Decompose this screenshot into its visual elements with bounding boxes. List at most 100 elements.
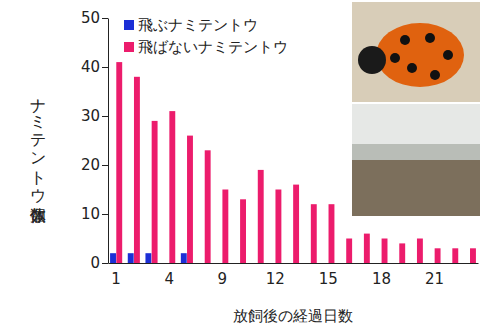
bar bbox=[446, 263, 452, 264]
axis-line bbox=[109, 263, 479, 264]
tick-label: 10 bbox=[81, 205, 100, 223]
x-axis: 1 4 9 12 15 18 21 bbox=[109, 264, 479, 288]
tick-label: 20 bbox=[81, 156, 100, 174]
bar bbox=[134, 77, 140, 263]
bar bbox=[205, 150, 211, 263]
bar bbox=[305, 263, 311, 264]
bar bbox=[275, 190, 281, 264]
bar bbox=[452, 248, 458, 263]
tick-mark bbox=[102, 214, 108, 215]
bar bbox=[399, 243, 405, 263]
y-axis: 0 10 20 30 40 50 bbox=[81, 9, 109, 272]
tick-mark bbox=[102, 263, 108, 264]
bar bbox=[382, 239, 388, 264]
tick: 0 bbox=[90, 254, 108, 272]
axis-line bbox=[108, 19, 109, 264]
tick-label: 9 bbox=[217, 270, 227, 288]
bar bbox=[358, 263, 364, 264]
tick-mark bbox=[102, 18, 108, 19]
bar bbox=[293, 185, 299, 263]
tick: 12 bbox=[266, 270, 285, 288]
photos bbox=[352, 2, 480, 216]
bar bbox=[152, 121, 158, 263]
tick: 9 bbox=[217, 270, 227, 288]
bar bbox=[340, 263, 346, 264]
plot: 0 10 20 30 40 50 1 4 9 12 15 18 21 bbox=[81, 9, 479, 287]
legend: 飛ぶナミテントウ飛ばないナミテントウ bbox=[124, 16, 288, 56]
bar bbox=[240, 199, 246, 263]
bar bbox=[222, 190, 228, 264]
tick: 50 bbox=[81, 9, 108, 27]
x-axis-title: 放飼後の経過日数 bbox=[233, 307, 353, 325]
ladybug bbox=[376, 23, 464, 87]
legend-swatch bbox=[124, 42, 134, 52]
greenhouse-roof bbox=[352, 104, 480, 144]
chart: 0 10 20 30 40 50 1 4 9 12 15 18 21 放飼後の経過日数 ナミテントウ個体数 飛… bbox=[0, 0, 483, 331]
tick-label: 1 bbox=[111, 270, 121, 288]
ladybug-spot bbox=[430, 70, 440, 80]
tick-mark bbox=[102, 67, 108, 68]
bar bbox=[181, 253, 187, 263]
bar bbox=[252, 263, 258, 264]
bar bbox=[145, 253, 151, 263]
bar bbox=[258, 170, 264, 263]
y-axis-title: ナミテントウ個体数 bbox=[29, 87, 48, 224]
ladybug-spot bbox=[425, 33, 435, 43]
bar bbox=[470, 248, 476, 263]
bar bbox=[411, 263, 417, 264]
bar bbox=[417, 239, 423, 264]
tick-label: 4 bbox=[164, 270, 174, 288]
bar bbox=[269, 263, 275, 264]
bar bbox=[311, 204, 317, 263]
tick: 4 bbox=[164, 270, 174, 288]
tick-label: 40 bbox=[81, 58, 100, 76]
ladybug-spot bbox=[400, 35, 410, 45]
tick: 18 bbox=[372, 270, 391, 288]
ladybug-spot bbox=[390, 53, 400, 63]
tick: 15 bbox=[319, 270, 338, 288]
bar bbox=[110, 253, 116, 263]
tick: 30 bbox=[81, 107, 108, 125]
bar bbox=[375, 263, 381, 264]
bar bbox=[187, 136, 193, 263]
tick: 40 bbox=[81, 58, 108, 76]
bar bbox=[216, 263, 222, 264]
bar bbox=[393, 263, 399, 264]
tick-label: 15 bbox=[319, 270, 338, 288]
ladybug-head bbox=[358, 46, 386, 74]
bar bbox=[128, 253, 134, 263]
legend-label: 飛ぶナミテントウ bbox=[138, 16, 258, 34]
photo-frame bbox=[352, 104, 480, 216]
bar bbox=[329, 204, 335, 263]
tick-label: 30 bbox=[81, 107, 100, 125]
tick-label: 50 bbox=[81, 9, 100, 27]
legend-swatch bbox=[124, 20, 134, 30]
greenhouse-soil bbox=[352, 160, 480, 216]
tick: 1 bbox=[111, 270, 121, 288]
legend-label: 飛ばないナミテントウ bbox=[138, 38, 288, 56]
bar bbox=[287, 263, 293, 264]
bar bbox=[169, 111, 175, 263]
bars bbox=[110, 62, 476, 263]
ladybug-spot bbox=[443, 50, 453, 60]
bar bbox=[116, 62, 122, 263]
tick-label: 0 bbox=[90, 254, 100, 272]
bar bbox=[199, 263, 205, 264]
photo-frame bbox=[352, 2, 480, 102]
bar bbox=[234, 263, 240, 264]
tick-label: 18 bbox=[372, 270, 391, 288]
tick-label: 12 bbox=[266, 270, 285, 288]
tick-label: 21 bbox=[425, 270, 444, 288]
tick-mark bbox=[102, 116, 108, 117]
ladybug-spot bbox=[407, 63, 417, 73]
bar bbox=[428, 263, 434, 264]
bar bbox=[364, 234, 370, 263]
bar bbox=[464, 263, 470, 264]
bar bbox=[346, 239, 352, 264]
tick-mark bbox=[102, 165, 108, 166]
bar bbox=[435, 248, 441, 263]
tick: 20 bbox=[81, 156, 108, 174]
bar bbox=[322, 263, 328, 264]
bar bbox=[163, 263, 169, 264]
tick: 10 bbox=[81, 205, 108, 223]
